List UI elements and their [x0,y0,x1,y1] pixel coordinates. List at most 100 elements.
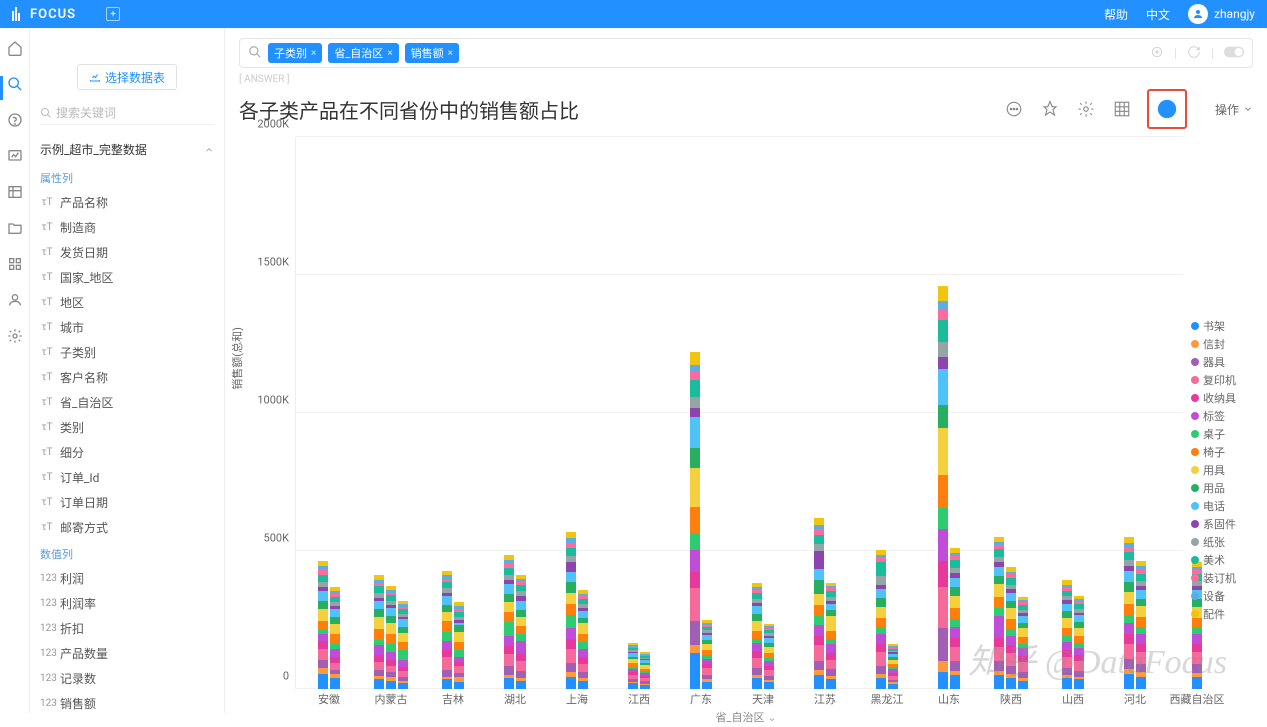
help-link[interactable]: 帮助 [1104,6,1128,23]
lang-switch[interactable]: 中文 [1146,6,1170,23]
bar-segment[interactable] [318,591,328,601]
operations-dropdown[interactable]: 操作 [1215,101,1253,118]
metric-field[interactable]: 123折扣 [40,616,214,641]
attr-field[interactable]: τT发货日期 [40,240,214,265]
bar-segment[interactable] [1006,593,1016,601]
close-icon[interactable]: × [387,48,392,59]
stacked-bar[interactable] [398,601,408,689]
bar-segment[interactable] [994,647,1004,661]
bar-segment[interactable] [578,681,588,689]
bar-segment[interactable] [752,606,762,614]
bar-segment[interactable] [516,671,526,678]
metric-field[interactable]: 123利润率 [40,591,214,616]
bar-segment[interactable] [752,643,762,651]
bar-segment[interactable] [994,549,1004,557]
attr-field[interactable]: τT制造商 [40,215,214,240]
attr-field[interactable]: τT邮寄方式 [40,515,214,540]
bar-segment[interactable] [1062,678,1072,689]
bar-segment[interactable] [374,679,384,689]
bar-segment[interactable] [938,309,948,320]
bar-segment[interactable] [876,652,886,666]
stacked-bar[interactable] [950,548,960,689]
bar-segment[interactable] [702,668,712,675]
bar-segment[interactable] [578,657,588,664]
bar-segment[interactable] [690,380,700,397]
bar-segment[interactable] [1124,604,1134,615]
bar-segment[interactable] [814,645,824,660]
bar-segment[interactable] [516,681,526,689]
bar-segment[interactable] [386,681,396,689]
bar-segment[interactable] [330,609,340,617]
bar-segment[interactable] [386,608,396,616]
legend-item[interactable]: 系固件 [1191,515,1253,533]
bar-segment[interactable] [1136,617,1146,627]
bar-segment[interactable] [386,644,396,652]
bar-segment[interactable] [950,661,960,671]
bar-segment[interactable] [374,601,384,609]
settings-nav-icon[interactable] [7,328,23,344]
bar-segment[interactable] [318,601,328,609]
bar-segment[interactable] [938,508,948,529]
legend-item[interactable]: 椅子 [1191,443,1253,461]
bar-segment[interactable] [318,660,328,668]
bar-segment[interactable] [950,560,960,568]
bar-segment[interactable] [752,621,762,631]
bar-segment[interactable] [454,632,464,642]
bar-segment[interactable] [442,641,452,649]
bar-segment[interactable] [690,468,700,507]
bar-segment[interactable] [938,561,948,587]
bar-segment[interactable] [454,682,464,689]
metric-field[interactable]: 123记录数 [40,666,214,691]
refresh-icon[interactable] [1187,45,1201,62]
bar-segment[interactable] [1018,628,1028,636]
search-bar[interactable]: 子类别×省_自治区×销售额× | | [239,38,1253,68]
stacked-bar[interactable] [938,286,948,689]
bar-segment[interactable] [814,580,824,594]
bar-segment[interactable] [826,660,836,670]
bar-segment[interactable] [1062,657,1072,668]
stacked-bar[interactable] [330,587,340,689]
bar-segment[interactable] [1062,668,1072,675]
bar-segment[interactable] [1074,661,1084,671]
bar-segment[interactable] [374,655,384,662]
bar-segment[interactable] [994,675,1004,689]
stacked-bar[interactable] [1006,567,1016,689]
bar-segment[interactable] [938,428,948,475]
attr-field[interactable]: τT订单日期 [40,490,214,515]
user-menu[interactable]: zhangjy [1188,4,1255,24]
bar-segment[interactable] [690,352,700,364]
bar-segment[interactable] [1136,574,1146,581]
bar-segment[interactable] [690,507,700,533]
bar-segment[interactable] [566,677,576,689]
bar-segment[interactable] [398,650,408,660]
bar-segment[interactable] [690,588,700,621]
bar-segment[interactable] [504,612,514,622]
bar-segment[interactable] [814,535,824,545]
bar-segment[interactable] [814,594,824,606]
legend-item[interactable]: 收纳具 [1191,389,1253,407]
bar-segment[interactable] [1018,662,1028,672]
bar-segment[interactable] [826,669,836,676]
bar-segment[interactable] [516,654,526,661]
bar-segment[interactable] [938,661,948,672]
bar-segment[interactable] [504,568,514,575]
bar-segment[interactable] [1192,664,1202,672]
bar-segment[interactable] [938,369,948,405]
bar-segment[interactable] [938,301,948,309]
bar-segment[interactable] [950,587,960,595]
bar-segment[interactable] [578,623,588,633]
bar-segment[interactable] [318,621,328,629]
bar-segment[interactable] [1006,608,1016,619]
bar-segment[interactable] [876,634,886,644]
legend-item[interactable]: 美术 [1191,551,1253,569]
bar-segment[interactable] [516,617,526,627]
metric-field[interactable]: 123产品数量 [40,641,214,666]
choose-datasource-button[interactable]: 选择数据表 [77,64,177,90]
bar-segment[interactable] [876,576,886,584]
folder-nav-icon[interactable] [7,220,23,236]
attr-field[interactable]: τT订单_Id [40,465,214,490]
bar-segment[interactable] [442,679,452,689]
bar-segment[interactable] [318,575,328,582]
bar-segment[interactable] [1192,677,1202,689]
stacked-bar[interactable] [504,555,514,689]
